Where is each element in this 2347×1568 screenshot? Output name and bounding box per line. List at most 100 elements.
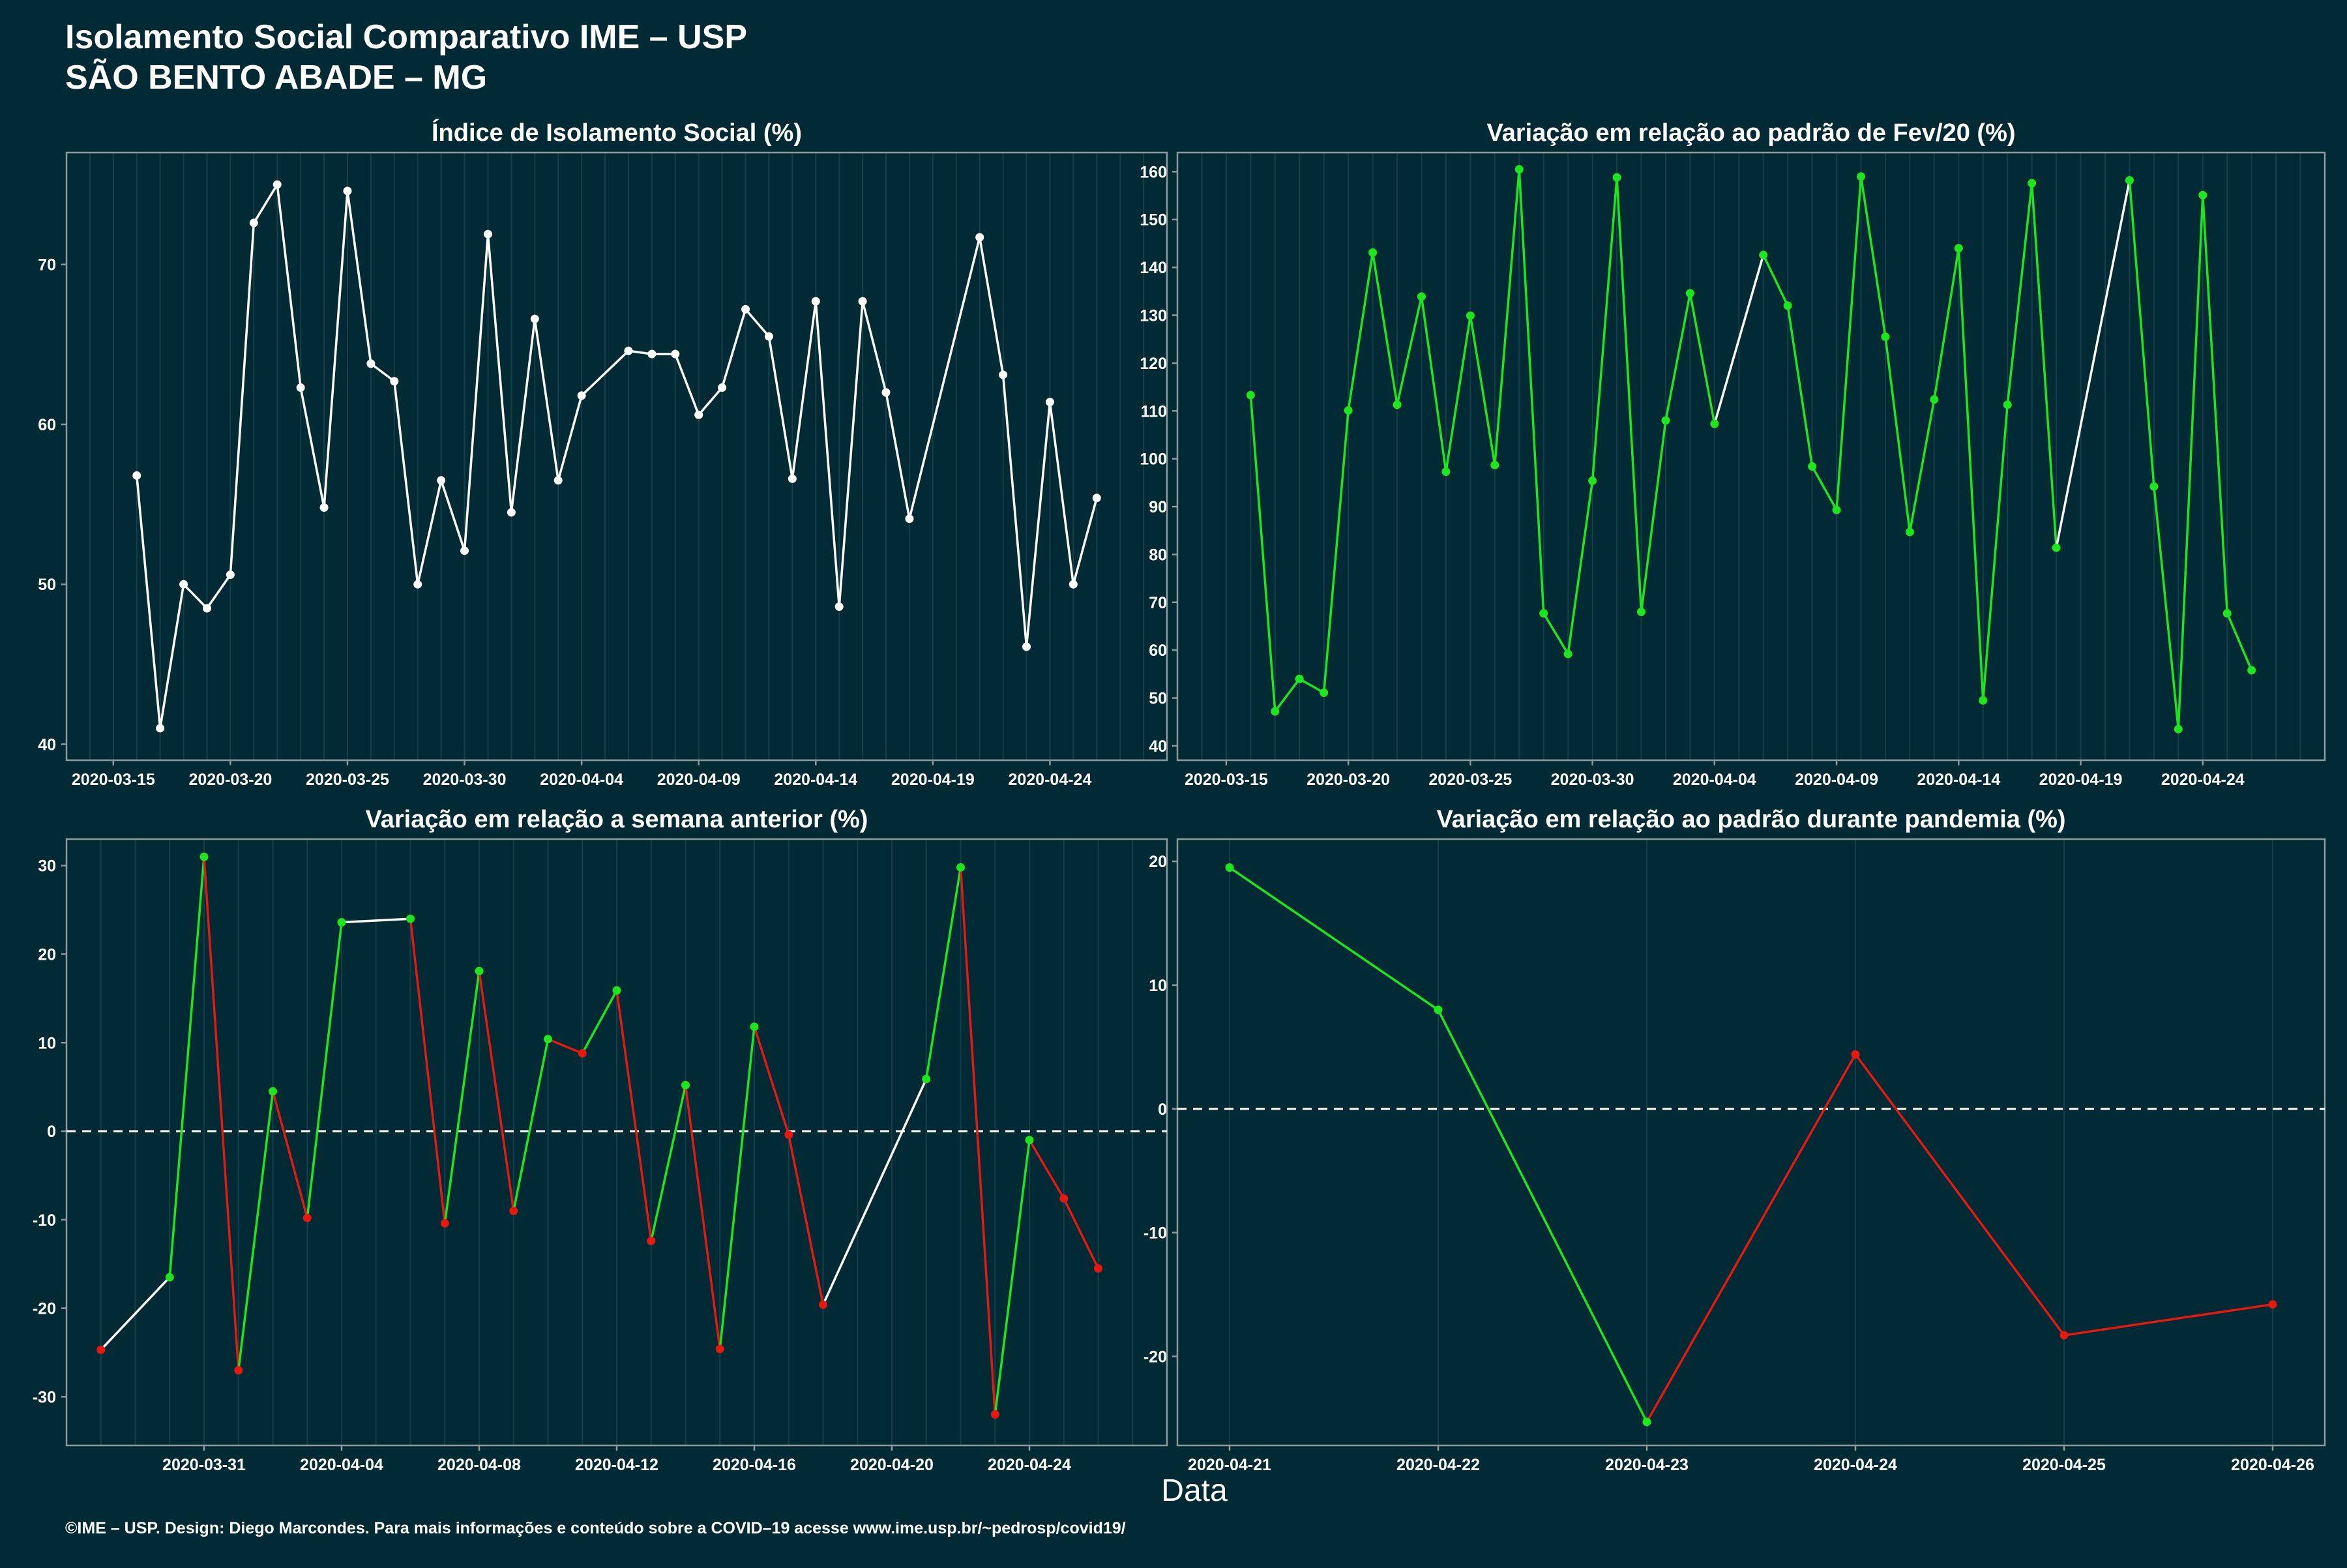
panel-title: Variação em relação ao padrão durante pa… (1436, 806, 2065, 833)
data-point (1851, 1050, 1860, 1059)
y-tick-label: 40 (38, 735, 56, 754)
data-point (1246, 391, 1255, 400)
data-point (1642, 1417, 1651, 1427)
data-point (1466, 311, 1475, 320)
data-point (1022, 642, 1031, 651)
panel-background (1177, 839, 2325, 1445)
data-point (226, 570, 235, 579)
series-segment (1933, 247, 1960, 401)
chart-panel-3: Variação em relação a semana anterior (%… (33, 806, 1168, 1474)
series-segment (821, 1078, 928, 1306)
data-point (2268, 1300, 2277, 1309)
series-segment (2153, 485, 2180, 731)
y-tick-label: 0 (47, 1123, 56, 1141)
y-tick-label: 80 (1149, 546, 1167, 564)
data-point (1069, 580, 1078, 589)
series-segment (237, 1090, 274, 1372)
series-segment (1810, 465, 1838, 511)
series-segment (1371, 251, 1398, 406)
data-point (440, 1219, 449, 1228)
data-point (1344, 406, 1353, 415)
series-segment (1063, 1197, 1100, 1270)
series-segment (580, 349, 630, 397)
x-tick-label: 2020-04-22 (1396, 1456, 1480, 1474)
x-tick-label: 2020-04-25 (2022, 1456, 2106, 1474)
series-segment (1420, 295, 1447, 473)
series-segment (478, 969, 515, 1212)
y-tick-label: 70 (1149, 594, 1167, 612)
data-point (1045, 398, 1054, 407)
series-segment (908, 236, 981, 520)
data-point (343, 186, 352, 196)
x-tick-label: 2020-04-19 (891, 771, 975, 789)
series-segment (1646, 1053, 1857, 1423)
data-point (509, 1206, 518, 1215)
series-segment (615, 989, 653, 1243)
data-point (999, 370, 1008, 379)
data-point (1441, 467, 1451, 476)
x-tick-label: 2020-04-19 (2039, 771, 2123, 789)
x-tick-label: 2020-04-04 (1673, 771, 1756, 789)
series-segment (1542, 612, 1569, 655)
series-segment (393, 379, 419, 585)
series-segment (439, 479, 466, 552)
x-tick-label: 2020-04-16 (713, 1456, 796, 1474)
series-segment (229, 222, 256, 576)
series-segment (557, 394, 583, 482)
series-segment (306, 921, 343, 1219)
data-point (507, 508, 516, 517)
series-segment (2006, 182, 2033, 406)
series-segment (252, 183, 278, 224)
series-segment (2177, 194, 2204, 731)
x-tick-label: 2020-04-24 (2161, 771, 2245, 789)
series-segment (203, 855, 240, 1372)
data-point (578, 1049, 587, 1058)
y-tick-label: 50 (38, 576, 56, 594)
data-point (1881, 333, 1890, 342)
data-point (784, 1130, 793, 1139)
data-point (788, 474, 797, 483)
data-point (96, 1345, 106, 1354)
x-tick-label: 2020-03-15 (1185, 771, 1268, 789)
data-point (1710, 419, 1719, 428)
data-point (1979, 696, 1988, 705)
series-segment (1591, 176, 1618, 482)
series-segment (1274, 677, 1301, 713)
data-point (2174, 724, 2183, 733)
series-segment (838, 300, 864, 608)
x-axis-label: Data (1161, 1473, 1228, 1508)
x-tick-label: 2020-04-24 (1008, 771, 1091, 789)
data-point (337, 918, 346, 927)
series-segment (1957, 247, 1985, 702)
x-tick-label: 2020-04-20 (850, 1456, 934, 1474)
data-point (671, 349, 680, 359)
series-segment (1298, 677, 1325, 694)
series-segment (1786, 304, 1814, 468)
series-segment (409, 917, 446, 1224)
series-segment (158, 583, 185, 730)
series-segment (1347, 251, 1374, 412)
panel-background (66, 153, 1167, 760)
data-point (1094, 1264, 1102, 1273)
panel-title: Variação em relação a semana anterior (%… (366, 806, 868, 833)
series-segment (2226, 612, 2253, 672)
series-segment (1567, 479, 1594, 655)
series-segment (1396, 295, 1423, 406)
data-point (296, 383, 305, 392)
x-tick-label: 2020-03-15 (72, 771, 155, 789)
series-segment (2055, 179, 2131, 549)
series-segment (486, 233, 513, 514)
data-point (647, 349, 657, 359)
data-point (1271, 707, 1280, 716)
series-segment (271, 1090, 308, 1219)
series-segment (720, 308, 747, 389)
data-point (269, 1087, 277, 1096)
x-tick-label: 2020-03-25 (306, 771, 389, 789)
y-tick-label: 10 (38, 1034, 56, 1052)
y-tick-label: -10 (1144, 1224, 1167, 1243)
data-point (406, 914, 415, 923)
data-point (1636, 608, 1646, 617)
data-point (1661, 416, 1670, 425)
